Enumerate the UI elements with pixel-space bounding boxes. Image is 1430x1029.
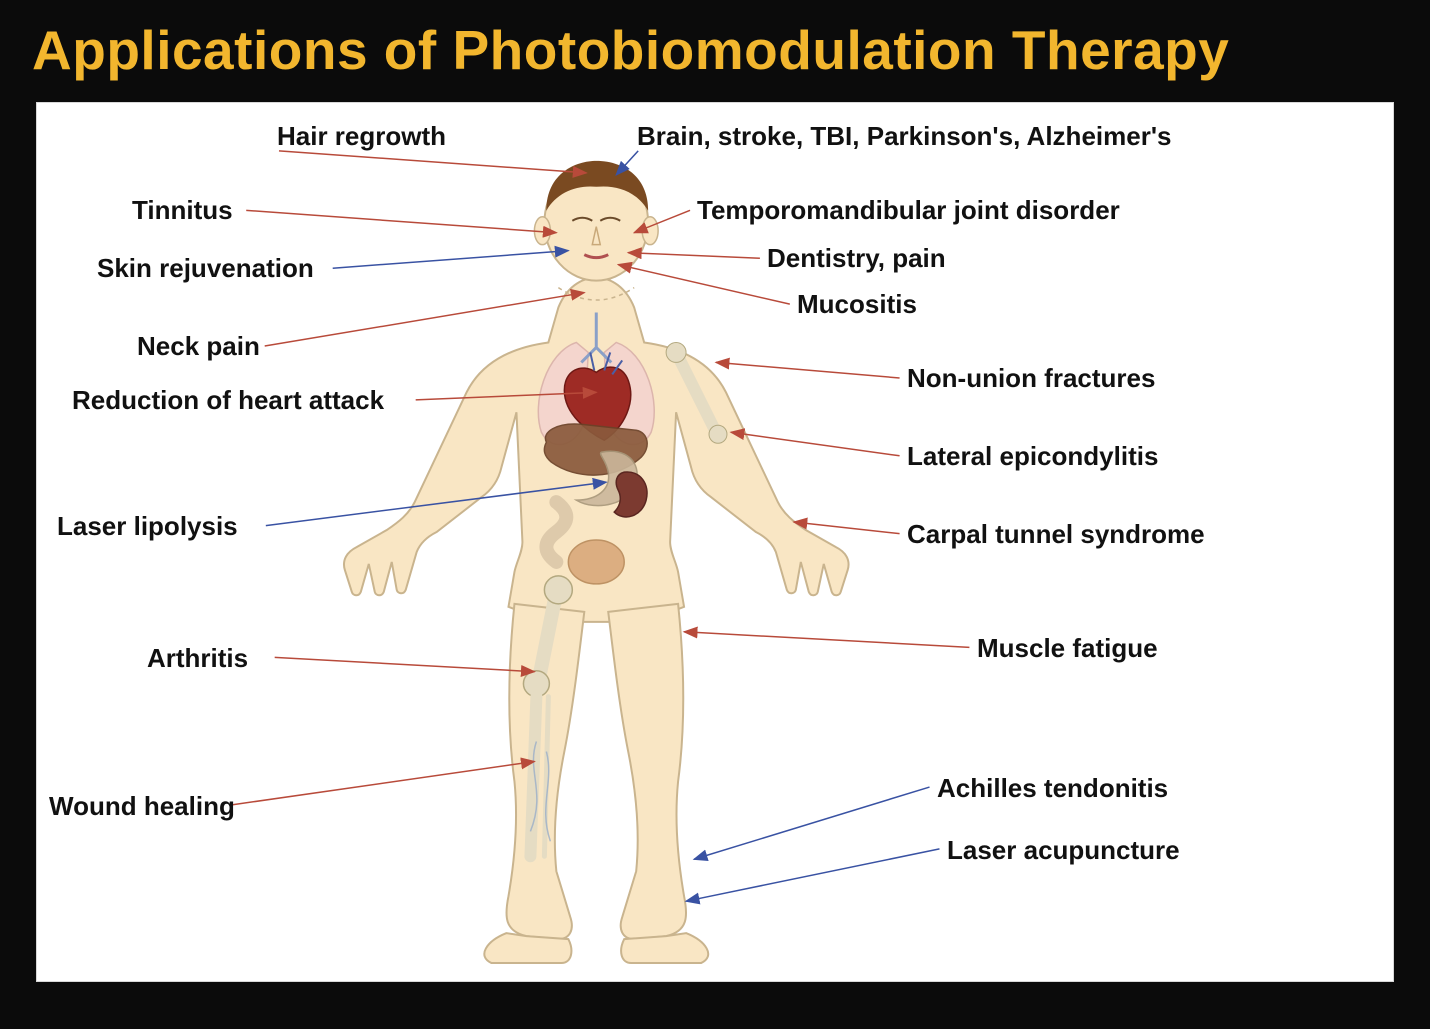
right-foot bbox=[621, 933, 708, 963]
human-body bbox=[344, 161, 849, 963]
right-leg bbox=[608, 604, 686, 939]
label-dentistry: Dentistry, pain bbox=[767, 243, 946, 274]
arrow-mucositis bbox=[618, 265, 790, 305]
arrow-wound bbox=[231, 762, 535, 806]
label-hair-regrowth: Hair regrowth bbox=[277, 121, 446, 152]
label-tinnitus: Tinnitus bbox=[132, 195, 233, 226]
arrow-skin bbox=[333, 251, 569, 269]
arrow-achilles bbox=[694, 787, 929, 859]
bladder bbox=[568, 540, 624, 584]
arrow-epicondylitis bbox=[731, 432, 900, 456]
label-lipolysis: Laser lipolysis bbox=[57, 511, 238, 542]
label-acupuncture: Laser acupuncture bbox=[947, 835, 1180, 866]
hip-joint bbox=[544, 576, 572, 604]
label-skin: Skin rejuvenation bbox=[97, 253, 314, 284]
label-mucositis: Mucositis bbox=[797, 289, 917, 320]
label-neck: Neck pain bbox=[137, 331, 260, 362]
arrow-hair-regrowth bbox=[279, 151, 586, 173]
label-epicondylitis: Lateral epicondylitis bbox=[907, 441, 1158, 472]
label-fractures: Non-union fractures bbox=[907, 363, 1155, 394]
label-muscle: Muscle fatigue bbox=[977, 633, 1158, 664]
arrow-fractures bbox=[716, 362, 900, 378]
label-achilles: Achilles tendonitis bbox=[937, 773, 1168, 804]
arrow-arthritis bbox=[275, 657, 535, 671]
label-wound: Wound healing bbox=[49, 791, 235, 822]
arrow-acupuncture bbox=[686, 849, 939, 901]
label-carpal: Carpal tunnel syndrome bbox=[907, 519, 1205, 550]
right-ear bbox=[642, 217, 658, 245]
label-brain: Brain, stroke, TBI, Parkinson's, Alzheim… bbox=[637, 121, 1171, 152]
diagram-panel: Hair regrowth Brain, stroke, TBI, Parkins… bbox=[36, 102, 1394, 982]
label-heart: Reduction of heart attack bbox=[72, 385, 384, 416]
arrow-neck bbox=[265, 293, 585, 346]
arrow-muscle bbox=[684, 632, 969, 648]
arrow-tinnitus bbox=[246, 210, 556, 232]
label-arthritis: Arthritis bbox=[147, 643, 248, 674]
page-title: Applications of Photobiomodulation Thera… bbox=[0, 0, 1430, 92]
arrow-dentistry bbox=[628, 253, 760, 259]
label-tmj: Temporomandibular joint disorder bbox=[697, 195, 1120, 226]
left-foot bbox=[484, 933, 571, 963]
